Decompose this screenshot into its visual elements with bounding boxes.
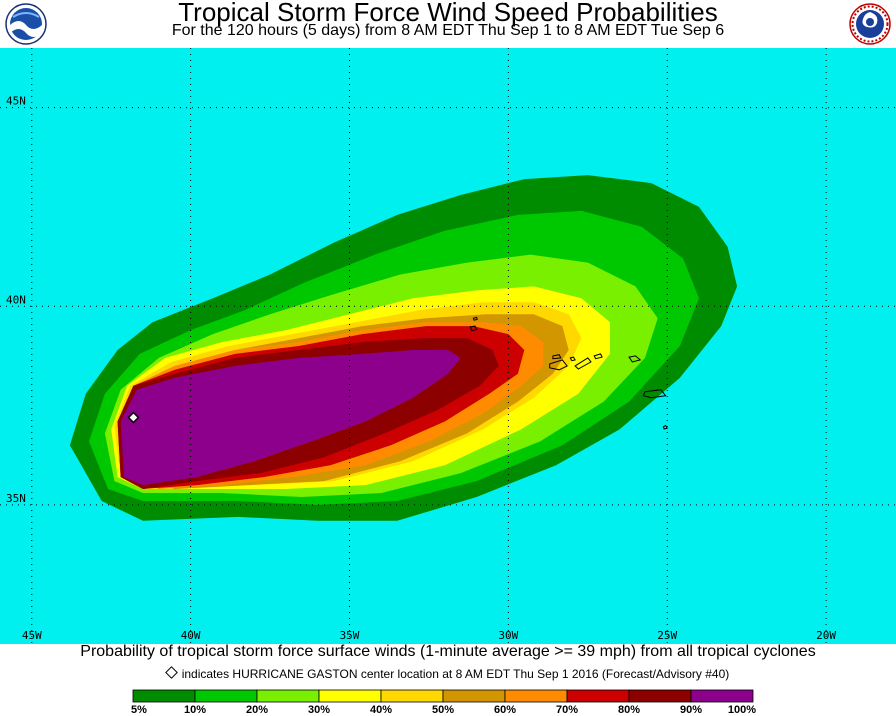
island-outline <box>642 389 667 399</box>
longitude-labels: 45W 40W 35W 30W 25W 20W <box>22 629 837 642</box>
legend-label: 5% <box>131 704 147 716</box>
storm-note-text: indicates HURRICANE GASTON center locati… <box>181 667 730 681</box>
island-outline <box>549 359 568 371</box>
longitude-label: 35W <box>340 629 360 642</box>
latitude-label: 40N <box>6 293 26 306</box>
legend-swatch <box>194 689 258 703</box>
page-subtitle: For the 120 hours (5 days) from 8 AM EDT… <box>171 22 725 39</box>
island-outline <box>574 357 592 370</box>
legend-swatch <box>318 689 382 703</box>
map-caption: Probability of tropical storm force surf… <box>80 643 816 660</box>
latitude-labels: 45N 40N 35N <box>6 95 26 505</box>
legend-label: 40% <box>370 704 392 716</box>
probability-map: 45N 40N 35N 45W 40W 35W 30W 25W 20W <box>0 48 896 644</box>
longitude-label: 25W <box>657 629 677 642</box>
header: Tropical Storm Force Wind Speed Probabil… <box>0 0 896 48</box>
nws-logo <box>849 3 891 45</box>
legend-label: 100% <box>728 704 756 716</box>
storm-center-marker <box>127 411 140 424</box>
legend-label: 10% <box>184 704 206 716</box>
page-title: Tropical Storm Force Wind Speed Probabil… <box>178 0 718 27</box>
legend-swatch <box>504 689 568 703</box>
legend-swatch <box>132 689 196 703</box>
probability-contours <box>69 175 738 521</box>
longitude-label: 20W <box>816 629 836 642</box>
island-outline <box>593 353 603 360</box>
legend-swatch <box>566 689 630 703</box>
legend-label: 80% <box>618 704 640 716</box>
legend-swatch <box>380 689 444 703</box>
legend-label: 90% <box>680 704 702 716</box>
island-outline <box>569 356 576 362</box>
legend-swatch <box>442 689 506 703</box>
storm-center-diamond <box>127 411 140 424</box>
latitude-label: 45N <box>6 95 26 108</box>
contour-90-percent <box>120 350 461 486</box>
legend-swatch <box>256 689 320 703</box>
diamond-icon <box>164 666 178 679</box>
azores-islands <box>469 316 668 430</box>
legend-label: 20% <box>246 704 268 716</box>
noaa-logo <box>5 3 47 45</box>
longitude-label: 30W <box>498 629 518 642</box>
legend-swatch <box>690 689 754 703</box>
island-outline <box>662 424 668 430</box>
legend-label: 70% <box>556 704 578 716</box>
latitude-label: 35N <box>6 492 26 505</box>
legend-swatch <box>628 689 692 703</box>
longitude-label: 40W <box>181 629 201 642</box>
legend-label: 50% <box>432 704 454 716</box>
island-outline <box>628 355 642 363</box>
island-outline <box>469 325 478 332</box>
legend-label: 60% <box>494 704 516 716</box>
legend-label: 30% <box>308 704 330 716</box>
island-outline <box>472 316 478 321</box>
island-outline <box>552 354 562 360</box>
color-legend: 5% 10% 20% 30% 40% 50% 60% 70% 80% 90% 100% <box>0 688 896 716</box>
storm-location-note: indicates HURRICANE GASTON center locati… <box>0 666 896 682</box>
longitude-label: 45W <box>22 629 42 642</box>
